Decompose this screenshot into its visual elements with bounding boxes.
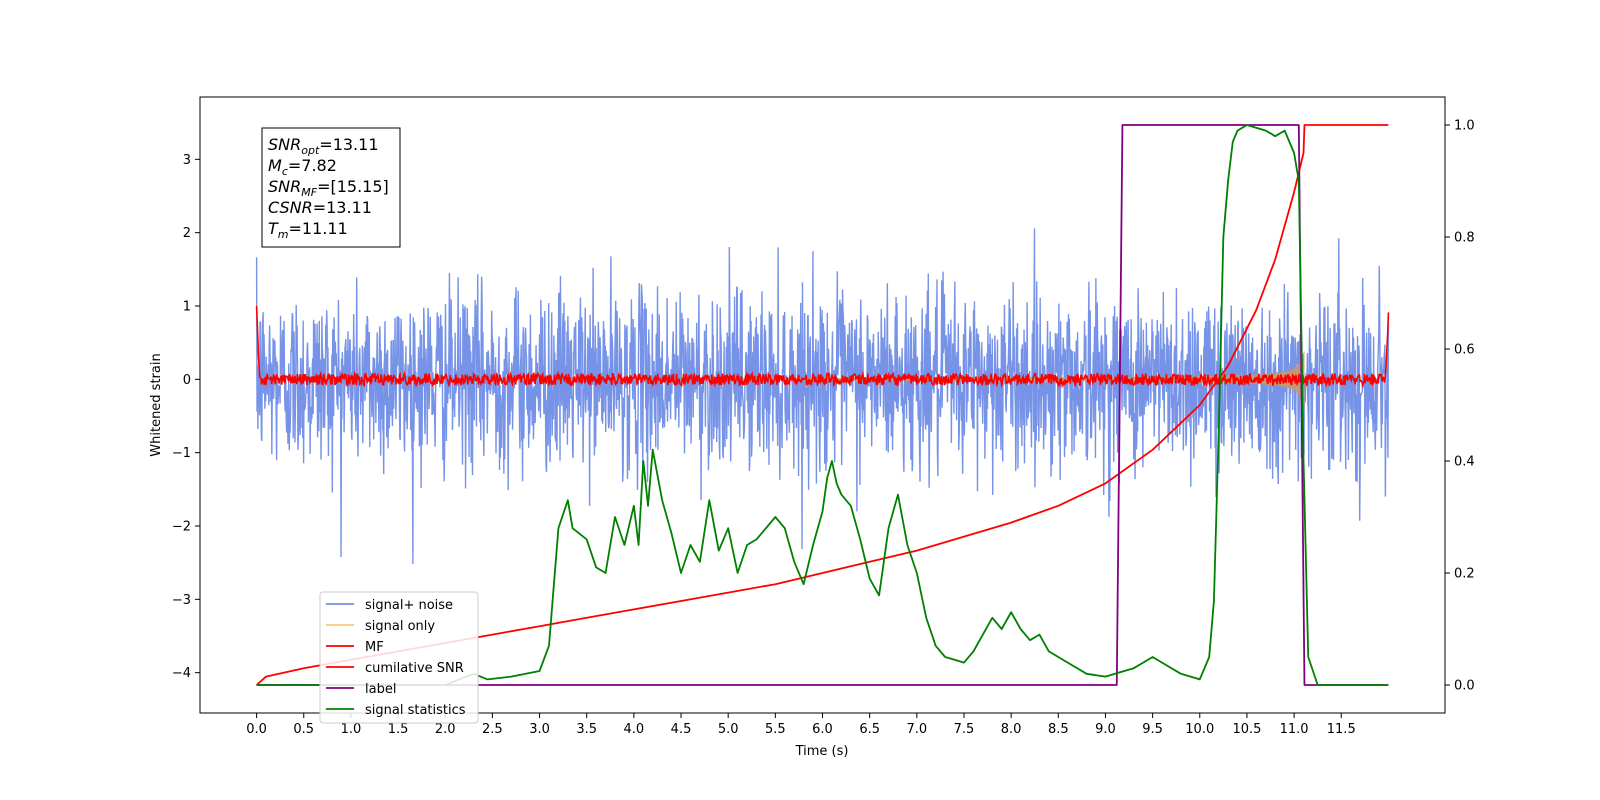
x-tick-label: 7.0: [906, 722, 927, 737]
legend-entry: signal statistics: [365, 703, 466, 718]
x-tick-label: 9.0: [1095, 722, 1116, 737]
x-tick-label: 4.5: [671, 722, 692, 737]
annotation-line: SNRopt=13.11: [268, 135, 379, 157]
x-tick-label: 4.0: [624, 722, 645, 737]
x-tick-label: 0.0: [246, 722, 267, 737]
x-tick-label: 1.0: [341, 722, 362, 737]
x-tick-label: 11.0: [1280, 722, 1309, 737]
legend-entry: signal+ noise: [365, 598, 453, 613]
x-tick-label: 7.5: [954, 722, 975, 737]
x-tick-label: 8.5: [1048, 722, 1069, 737]
x-tick-label: 2.5: [482, 722, 503, 737]
x-tick-label: 0.5: [293, 722, 314, 737]
x-tick-label: 6.0: [812, 722, 833, 737]
legend: signal+ noise signal only MF cumilative SNR…: [320, 592, 478, 723]
y2-tick-label: 0.8: [1454, 231, 1475, 246]
legend-entry: cumilative SNR: [365, 661, 464, 676]
y2-tick-label: 0.4: [1454, 455, 1475, 470]
x-tick-label: 3.5: [576, 722, 597, 737]
x-axis-label: Time (s): [795, 744, 849, 759]
y-tick-label: 2: [183, 226, 191, 241]
legend-entry: MF: [365, 640, 384, 655]
y-tick-label: −3: [172, 593, 191, 608]
annotation-line: Mc=7.82: [268, 156, 337, 178]
x-tick-label: 9.5: [1142, 722, 1163, 737]
x-tick-label: 5.0: [718, 722, 739, 737]
x-tick-label: 6.5: [859, 722, 880, 737]
x-tick-label: 1.5: [388, 722, 409, 737]
y-tick-label: −4: [172, 666, 191, 681]
legend-entry: signal only: [365, 619, 435, 634]
y2-tick-label: 1.0: [1454, 119, 1475, 134]
y-tick-label: −1: [172, 446, 191, 461]
y-axis-label: Whitened strain: [149, 353, 164, 456]
annotation-line: SNRMF=[15.15]: [268, 177, 389, 199]
x-tick-label: 2.0: [435, 722, 456, 737]
x-tick-label: 3.0: [529, 722, 550, 737]
y-tick-label: 1: [183, 300, 191, 315]
y2-tick-label: 0.2: [1454, 567, 1475, 582]
annotation-line: CSNR=13.11: [268, 198, 372, 217]
y-tick-label: −2: [172, 520, 191, 535]
x-tick-label: 5.5: [765, 722, 786, 737]
y2-tick-label: 0.6: [1454, 343, 1475, 358]
x-tick-label: 10.5: [1232, 722, 1261, 737]
y2-tick-label: 0.0: [1454, 679, 1475, 694]
x-tick-label: 8.0: [1001, 722, 1022, 737]
annotation-box: SNRopt=13.11Mc=7.82SNRMF=[15.15]CSNR=13.…: [262, 128, 400, 247]
x-tick-label: 11.5: [1327, 722, 1356, 737]
y-tick-label: 0: [183, 373, 191, 388]
legend-entry: label: [365, 682, 396, 697]
x-tick-label: 10.0: [1185, 722, 1214, 737]
y-tick-label: 3: [183, 153, 191, 168]
